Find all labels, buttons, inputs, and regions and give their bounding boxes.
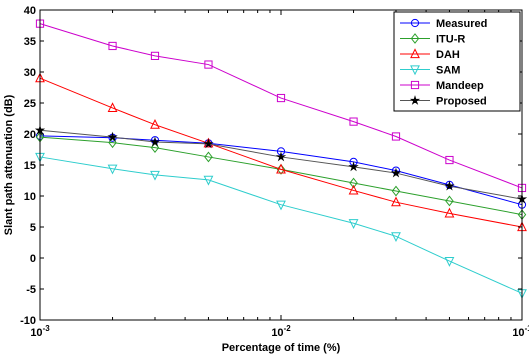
data-point-mandeep [150, 51, 160, 60]
data-point-dah [276, 163, 286, 174]
series-mandeep [35, 19, 527, 193]
data-point-dah [391, 196, 401, 207]
y-tick-label: 30 [24, 67, 36, 79]
series-sam [35, 152, 527, 300]
legend-label: DAH [436, 49, 460, 61]
data-point-itu-r [204, 151, 213, 163]
legend-marker [410, 80, 420, 90]
legend-entry-dah: DAH [400, 48, 460, 61]
data-point-dah [150, 118, 160, 129]
legend-entry-sam: SAM [400, 65, 460, 77]
y-tick-label: 5 [30, 222, 36, 234]
legend-entry-proposed: Proposed [400, 95, 487, 108]
y-tick-label: -5 [26, 284, 36, 296]
legend-label: Measured [436, 18, 487, 30]
series-line-dah [39, 77, 523, 228]
data-point-itu-r [150, 142, 160, 154]
data-point-mandeep [108, 41, 117, 51]
data-point-sam [276, 200, 286, 211]
legend-label: ITU-R [436, 34, 465, 46]
legend-marker [410, 33, 420, 44]
y-tick-label: 10 [24, 191, 36, 203]
x-axis-label: Percentage of time (%) [222, 342, 341, 354]
legend-entry-mandeep: Mandeep [400, 80, 484, 92]
legend-marker [409, 95, 421, 105]
data-point-itu-r [108, 137, 117, 149]
y-tick-label: 25 [24, 98, 36, 110]
x-tick-label: 10-1 [512, 324, 529, 339]
y-tick-label: -10 [20, 315, 36, 327]
legend-label: SAM [436, 65, 460, 77]
data-point-sam [203, 175, 214, 186]
legend-label: Proposed [436, 96, 487, 108]
x-tick-label-base: 10 [30, 327, 42, 339]
data-point-sam [444, 257, 455, 267]
data-point-proposed [149, 136, 161, 147]
data-point-proposed [275, 151, 287, 162]
data-point-dah [348, 184, 359, 195]
y-tick-label: 40 [24, 5, 36, 17]
data-point-itu-r [391, 185, 401, 197]
data-point-proposed [203, 138, 214, 149]
data-point-mandeep [445, 155, 454, 165]
legend-entry-itu-r: ITU-R [400, 33, 465, 46]
data-point-sam [107, 164, 118, 175]
data-point-mandeep [276, 93, 286, 103]
legend-marker [410, 48, 420, 59]
data-point-proposed [348, 161, 359, 172]
data-point-itu-r [445, 195, 454, 207]
data-point-sam [348, 219, 359, 229]
data-point-mandeep [204, 60, 213, 69]
data-point-itu-r [349, 177, 358, 189]
data-point-mandeep [391, 132, 401, 141]
legend-entry-measured: Measured [400, 18, 487, 30]
data-point-mandeep [349, 117, 358, 126]
data-point-proposed [444, 180, 455, 191]
data-point-proposed [107, 131, 118, 142]
legend-marker [410, 65, 420, 76]
data-point-sam [391, 232, 401, 243]
y-tick-label: 35 [24, 36, 36, 48]
y-tick-label: 20 [24, 129, 36, 141]
legend: Measured ITU-R DAH SAM Mandeep Proposed [393, 11, 521, 112]
x-tick-label-exponent: -1 [525, 324, 529, 333]
data-point-dah [107, 102, 118, 113]
x-tick-label: 10-3 [30, 324, 50, 339]
legend-box [393, 11, 521, 112]
y-axis-label: Slant path attenuation (dB) [3, 94, 15, 235]
legend-marker [410, 18, 420, 28]
x-tick-label-base: 10 [512, 327, 524, 339]
x-tick-label: 10-2 [271, 324, 291, 339]
data-point-dah [444, 207, 455, 218]
x-tick-label-exponent: -3 [43, 324, 51, 333]
data-point-sam [150, 170, 160, 181]
y-tick-label: 0 [30, 253, 36, 265]
y-tick-label: 15 [24, 160, 36, 172]
series-line-mandeep [39, 23, 523, 189]
x-tick-label-exponent: -2 [284, 324, 292, 333]
legend-label: Mandeep [436, 80, 484, 92]
data-point-itu-r [276, 163, 286, 175]
series-line-sam [39, 156, 523, 294]
data-point-proposed [390, 167, 402, 178]
x-tick-label-base: 10 [271, 327, 283, 339]
